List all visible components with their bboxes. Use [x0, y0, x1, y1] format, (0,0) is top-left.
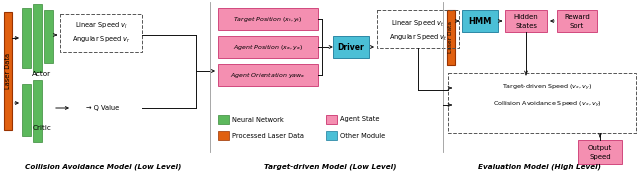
Text: Agent Position $(x_a, y_a)$: Agent Position $(x_a, y_a)$	[233, 43, 303, 51]
Bar	[447, 10, 455, 65]
Bar	[22, 84, 31, 136]
Text: Collision Avoidance Model (Low Level): Collision Avoidance Model (Low Level)	[25, 164, 181, 170]
Text: Agent Orientation $yaw_a$: Agent Orientation $yaw_a$	[230, 71, 305, 79]
Text: Angular Speed $v_t$: Angular Speed $v_t$	[388, 33, 447, 43]
Text: Speed: Speed	[589, 154, 611, 160]
Bar	[326, 131, 337, 140]
Text: Target-driven Model (Low Level): Target-driven Model (Low Level)	[264, 164, 396, 170]
Text: Reward: Reward	[564, 14, 590, 20]
Text: Evaluation Model (High Level): Evaluation Model (High Level)	[479, 164, 602, 170]
Bar	[462, 10, 498, 32]
Text: Critic: Critic	[33, 125, 51, 131]
Text: Driver: Driver	[338, 43, 364, 51]
Text: Laser Data: Laser Data	[5, 53, 11, 89]
Bar	[60, 14, 142, 52]
Text: HMM: HMM	[468, 16, 492, 26]
Text: Neural Network: Neural Network	[232, 117, 284, 122]
Text: Agent State: Agent State	[340, 117, 380, 122]
Bar	[326, 115, 337, 124]
Text: → Q Value: → Q Value	[86, 105, 120, 111]
Text: Linear Speed $v_l$: Linear Speed $v_l$	[75, 21, 127, 31]
Bar	[218, 8, 318, 30]
Text: Laser Data: Laser Data	[449, 21, 454, 53]
Bar	[44, 10, 53, 63]
Bar	[4, 12, 12, 130]
Bar	[22, 8, 31, 68]
Bar	[218, 115, 229, 124]
Text: Angular Speed $v_r$: Angular Speed $v_r$	[72, 35, 131, 45]
Bar	[33, 4, 42, 72]
Text: Hidden: Hidden	[514, 14, 538, 20]
Text: Linear Speed $v_t$: Linear Speed $v_t$	[391, 19, 445, 29]
Bar	[33, 80, 42, 142]
Text: Other Module: Other Module	[340, 132, 385, 138]
Text: Output: Output	[588, 145, 612, 151]
Bar	[218, 64, 318, 86]
Text: Target Position $(x_t, y_t)$: Target Position $(x_t, y_t)$	[233, 15, 303, 23]
Text: Sort: Sort	[570, 23, 584, 29]
Text: Collision Avoidance Speed $(v_x, v_y)$: Collision Avoidance Speed $(v_x, v_y)$	[493, 100, 602, 110]
Bar	[505, 10, 547, 32]
Bar	[578, 140, 622, 164]
Bar	[218, 131, 229, 140]
Text: States: States	[515, 23, 537, 29]
Text: Actor: Actor	[33, 71, 52, 77]
Bar	[448, 73, 636, 133]
Text: Target-driven Speed $(v_x, v_y)$: Target-driven Speed $(v_x, v_y)$	[502, 83, 592, 93]
Bar	[557, 10, 597, 32]
Text: Processed Laser Data: Processed Laser Data	[232, 132, 304, 138]
Bar	[218, 36, 318, 58]
Bar	[377, 10, 459, 48]
Bar	[333, 36, 369, 58]
